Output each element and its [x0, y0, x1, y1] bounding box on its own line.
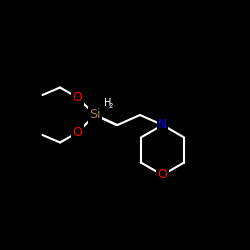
Text: O: O: [158, 168, 168, 181]
Text: Si: Si: [89, 108, 101, 122]
Text: 2: 2: [109, 103, 113, 109]
Text: O: O: [72, 91, 83, 104]
Text: O: O: [72, 126, 83, 139]
Text: H: H: [104, 98, 111, 108]
Text: N: N: [158, 118, 167, 132]
